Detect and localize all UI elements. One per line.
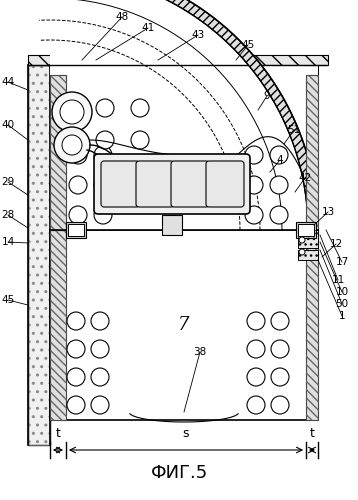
Bar	[66, 222, 86, 238]
Text: 17: 17	[335, 257, 349, 267]
Bar	[28, 65, 50, 445]
Circle shape	[54, 127, 90, 163]
Text: 12: 12	[329, 239, 343, 249]
Polygon shape	[36, 0, 318, 230]
Bar	[298, 250, 318, 260]
Circle shape	[67, 368, 85, 386]
Text: s: s	[183, 427, 189, 440]
Bar	[50, 230, 66, 420]
Text: 4: 4	[277, 155, 283, 165]
Text: 9: 9	[264, 91, 270, 101]
Text: t: t	[55, 427, 61, 440]
Text: 13: 13	[321, 207, 335, 217]
Text: 10: 10	[335, 287, 349, 297]
Circle shape	[96, 131, 114, 149]
Text: 38: 38	[193, 347, 207, 357]
Text: 1: 1	[339, 311, 345, 321]
Text: 44: 44	[1, 77, 15, 87]
Text: 29: 29	[1, 177, 15, 187]
Text: t: t	[310, 427, 314, 440]
Bar	[298, 230, 318, 248]
Circle shape	[94, 206, 112, 224]
Circle shape	[69, 176, 87, 194]
Text: ФИГ.5: ФИГ.5	[150, 464, 208, 482]
Circle shape	[69, 206, 87, 224]
Text: 45: 45	[241, 40, 255, 50]
Circle shape	[271, 312, 289, 330]
Text: 11: 11	[332, 275, 345, 285]
FancyBboxPatch shape	[94, 154, 250, 214]
Text: 51: 51	[287, 125, 301, 135]
Bar	[28, 55, 328, 65]
Text: 7: 7	[178, 316, 190, 334]
Text: 50: 50	[335, 299, 349, 309]
Bar	[162, 215, 182, 235]
Bar	[50, 230, 66, 420]
Bar	[296, 222, 316, 238]
Text: 45: 45	[1, 295, 15, 305]
Bar	[50, 75, 66, 230]
Circle shape	[94, 146, 112, 164]
Bar	[306, 75, 318, 230]
Text: 28: 28	[1, 210, 15, 220]
Circle shape	[245, 176, 263, 194]
FancyBboxPatch shape	[136, 161, 174, 207]
Circle shape	[247, 340, 265, 358]
Bar	[28, 65, 50, 445]
Text: 43: 43	[192, 30, 205, 40]
Circle shape	[270, 176, 288, 194]
Circle shape	[247, 312, 265, 330]
Circle shape	[60, 100, 84, 124]
Circle shape	[52, 92, 92, 132]
Circle shape	[299, 237, 305, 243]
Bar	[298, 224, 314, 236]
Circle shape	[299, 249, 305, 255]
Text: 40: 40	[1, 120, 15, 130]
Bar	[306, 230, 318, 420]
Circle shape	[67, 340, 85, 358]
Circle shape	[62, 135, 82, 155]
Circle shape	[91, 340, 109, 358]
Circle shape	[91, 368, 109, 386]
Text: 14: 14	[1, 237, 15, 247]
Circle shape	[91, 312, 109, 330]
Bar	[68, 224, 84, 236]
Circle shape	[69, 146, 87, 164]
Circle shape	[270, 206, 288, 224]
Circle shape	[67, 312, 85, 330]
Circle shape	[94, 176, 112, 194]
Circle shape	[67, 396, 85, 414]
Circle shape	[131, 99, 149, 117]
Bar	[50, 230, 318, 420]
Text: 42: 42	[298, 173, 311, 183]
Circle shape	[247, 368, 265, 386]
Bar	[66, 65, 306, 230]
Circle shape	[271, 340, 289, 358]
Bar	[306, 75, 318, 230]
Bar	[298, 250, 318, 260]
Bar	[306, 230, 318, 420]
Circle shape	[96, 99, 114, 117]
FancyBboxPatch shape	[101, 161, 139, 207]
Circle shape	[247, 396, 265, 414]
FancyBboxPatch shape	[171, 161, 209, 207]
Polygon shape	[50, 0, 308, 230]
Circle shape	[270, 146, 288, 164]
FancyBboxPatch shape	[206, 161, 244, 207]
Circle shape	[91, 396, 109, 414]
Bar	[50, 75, 66, 230]
Circle shape	[245, 206, 263, 224]
Text: 48: 48	[115, 12, 129, 22]
Circle shape	[245, 146, 263, 164]
Bar	[298, 230, 318, 248]
Circle shape	[271, 396, 289, 414]
Circle shape	[271, 368, 289, 386]
Circle shape	[131, 131, 149, 149]
Text: 41: 41	[141, 23, 155, 33]
